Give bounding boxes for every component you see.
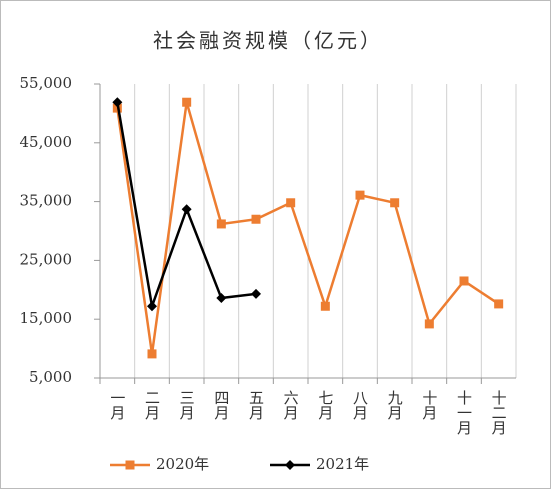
point — [147, 301, 157, 312]
x-tick-label: 七月 — [316, 390, 334, 421]
point — [182, 97, 192, 107]
chart-title: 社会融资规模（亿元） — [153, 29, 383, 53]
point — [390, 198, 400, 208]
legend-label: 2020年 — [156, 455, 209, 473]
point — [251, 288, 261, 299]
point — [320, 301, 330, 311]
x-tick-label: 五月 — [247, 390, 265, 421]
x-tick-label: 三月 — [178, 390, 196, 421]
point — [147, 349, 157, 359]
x-tick-label: 十一月 — [455, 390, 473, 436]
y-tick-label: 15,000 — [20, 309, 73, 327]
x-tick-label: 四月 — [212, 390, 230, 421]
point — [216, 219, 226, 229]
y-tick-label: 55,000 — [20, 74, 73, 92]
x-tick-label: 九月 — [386, 390, 404, 421]
point — [125, 460, 135, 470]
point — [355, 190, 365, 200]
x-tick-label: 八月 — [351, 390, 369, 421]
series-line — [116, 101, 500, 355]
point — [459, 276, 469, 286]
point — [216, 293, 227, 304]
x-tick-label: 六月 — [282, 390, 300, 421]
point — [251, 214, 261, 224]
point — [424, 319, 434, 329]
point — [286, 198, 296, 208]
y-tick-label: 45,000 — [20, 133, 73, 151]
y-tick-label: 5,000 — [29, 368, 72, 386]
point — [285, 460, 295, 470]
point — [181, 204, 192, 215]
point — [494, 299, 504, 309]
x-tick-label: 一月 — [108, 390, 126, 421]
y-tick-label: 35,000 — [20, 192, 73, 210]
x-tick-label: 十月 — [420, 390, 438, 421]
x-tick-label: 十二月 — [490, 390, 508, 436]
x-tick-label: 二月 — [143, 390, 161, 421]
point — [112, 97, 123, 108]
y-tick-label: 25,000 — [20, 250, 73, 268]
legend-label: 2021年 — [316, 455, 369, 473]
